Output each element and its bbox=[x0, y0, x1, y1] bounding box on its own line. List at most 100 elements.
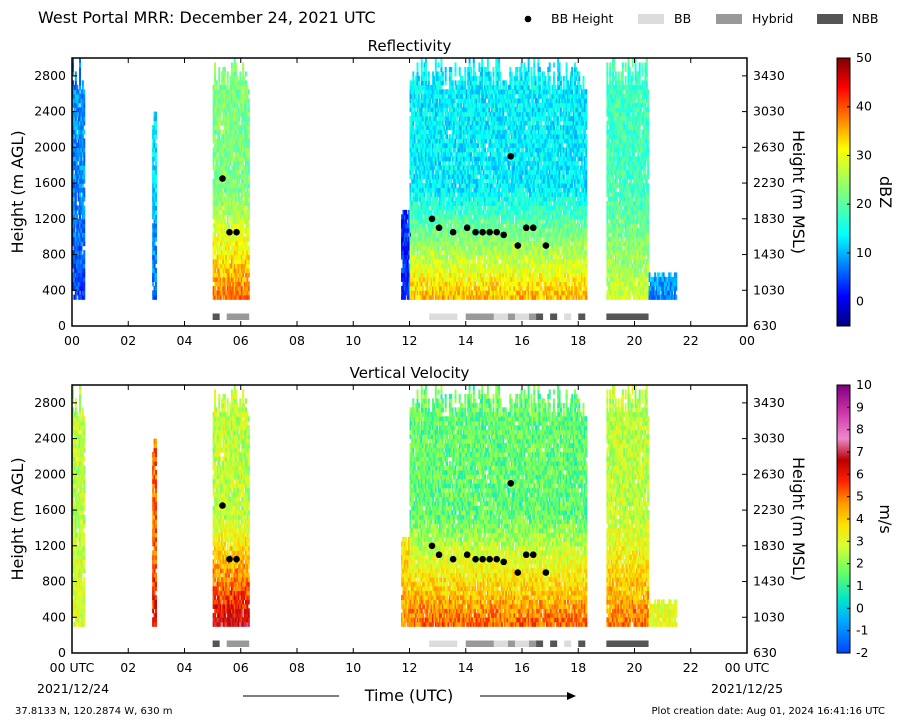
heatmap-cell bbox=[455, 254, 458, 260]
heatmap-cell bbox=[451, 250, 454, 256]
heatmap-cell bbox=[496, 241, 499, 247]
heatmap-cell bbox=[468, 62, 471, 68]
heatmap-cell bbox=[424, 290, 427, 296]
heatmap-cell bbox=[429, 245, 432, 251]
heatmap-cell bbox=[451, 276, 454, 282]
heatmap-cell bbox=[482, 147, 485, 153]
heatmap-cell bbox=[460, 156, 463, 162]
heatmap-cell bbox=[448, 267, 451, 273]
heatmap-cell bbox=[450, 116, 453, 122]
heatmap-cell bbox=[450, 285, 453, 291]
heatmap-cell bbox=[460, 160, 463, 166]
heatmap-cell bbox=[409, 151, 412, 157]
heatmap-cell bbox=[427, 223, 430, 229]
heatmap-cell bbox=[77, 107, 80, 113]
heatmap-cell bbox=[450, 178, 453, 184]
heatmap-cell bbox=[214, 120, 217, 126]
heatmap-cell bbox=[447, 218, 450, 224]
heatmap-cell bbox=[223, 263, 226, 269]
heatmap-cell bbox=[221, 89, 224, 95]
heatmap-cell bbox=[471, 183, 474, 189]
heatmap-cell bbox=[416, 75, 419, 81]
heatmap-cell bbox=[478, 263, 481, 269]
heatmap-cell bbox=[228, 200, 231, 206]
heatmap-cell bbox=[468, 232, 471, 238]
heatmap-cell bbox=[232, 129, 235, 135]
heatmap-cell bbox=[81, 236, 84, 242]
heatmap-cell bbox=[417, 147, 420, 153]
heatmap-cell bbox=[469, 138, 472, 144]
heatmap-cell bbox=[244, 263, 247, 269]
heatmap-cell bbox=[242, 263, 245, 269]
heatmap-cell bbox=[489, 165, 492, 171]
heatmap-cell bbox=[80, 259, 83, 265]
heatmap-cell bbox=[461, 138, 464, 144]
heatmap-cell bbox=[406, 227, 409, 233]
heatmap-cell bbox=[496, 151, 499, 157]
heatmap-cell bbox=[427, 120, 430, 126]
heatmap-cell bbox=[427, 200, 430, 206]
heatmap-cell bbox=[475, 111, 478, 117]
heatmap-cell bbox=[472, 294, 475, 300]
heatmap-cell bbox=[81, 93, 84, 99]
heatmap-cell bbox=[433, 209, 436, 215]
heatmap-cell bbox=[244, 178, 247, 184]
heatmap-cell bbox=[412, 250, 415, 256]
heatmap-cell bbox=[443, 259, 446, 265]
heatmap-cell bbox=[492, 276, 495, 282]
heatmap-cell bbox=[447, 272, 450, 278]
heatmap-cell bbox=[221, 151, 224, 157]
heatmap-cell bbox=[430, 200, 433, 206]
heatmap-cell bbox=[482, 223, 485, 229]
heatmap-cell bbox=[467, 263, 470, 269]
heatmap-cell bbox=[495, 205, 498, 211]
heatmap-cell bbox=[457, 138, 460, 144]
heatmap-cell bbox=[496, 209, 499, 215]
heatmap-cell bbox=[491, 205, 494, 211]
heatmap-cell bbox=[430, 102, 433, 108]
heatmap-cell bbox=[460, 165, 463, 171]
heatmap-cell bbox=[443, 272, 446, 278]
heatmap-cell bbox=[488, 267, 491, 273]
heatmap-cell bbox=[235, 62, 238, 68]
heatmap-cell bbox=[464, 183, 467, 189]
heatmap-cell bbox=[479, 165, 482, 171]
heatmap-cell bbox=[477, 263, 480, 269]
heatmap-cell bbox=[80, 156, 83, 162]
heatmap-cell bbox=[405, 250, 408, 256]
heatmap-cell bbox=[416, 192, 419, 198]
heatmap-cell bbox=[415, 214, 418, 220]
heatmap-cell bbox=[451, 89, 454, 95]
heatmap-cell bbox=[432, 276, 435, 282]
heatmap-cell bbox=[410, 111, 413, 117]
heatmap-cell bbox=[424, 178, 427, 184]
heatmap-cell bbox=[434, 200, 437, 206]
heatmap-cell bbox=[426, 232, 429, 238]
heatmap-cell bbox=[154, 209, 157, 215]
heatmap-cell bbox=[243, 214, 246, 220]
heatmap-cell bbox=[437, 241, 440, 247]
heatmap-cell bbox=[434, 147, 437, 153]
heatmap-cell bbox=[235, 89, 238, 95]
heatmap-cell bbox=[429, 187, 432, 193]
heatmap-cell bbox=[440, 156, 443, 162]
heatmap-cell bbox=[410, 241, 413, 247]
heatmap-cell bbox=[485, 75, 488, 81]
heatmap-cell bbox=[212, 245, 215, 251]
heatmap-cell bbox=[478, 250, 481, 256]
heatmap-cell bbox=[478, 120, 481, 126]
heatmap-cell bbox=[462, 178, 465, 184]
heatmap-cell bbox=[446, 214, 449, 220]
heatmap-cell bbox=[230, 111, 233, 117]
heatmap-cell bbox=[446, 107, 449, 113]
heatmap-cell bbox=[469, 232, 472, 238]
heatmap-cell bbox=[247, 236, 250, 242]
heatmap-cell bbox=[236, 272, 239, 278]
heatmap-cell bbox=[416, 241, 419, 247]
heatmap-cell bbox=[247, 147, 250, 153]
heatmap-cell bbox=[73, 129, 76, 135]
heatmap-cell bbox=[458, 102, 461, 108]
heatmap-cell bbox=[433, 80, 436, 86]
heatmap-cell bbox=[240, 263, 243, 269]
heatmap-cell bbox=[433, 267, 436, 273]
